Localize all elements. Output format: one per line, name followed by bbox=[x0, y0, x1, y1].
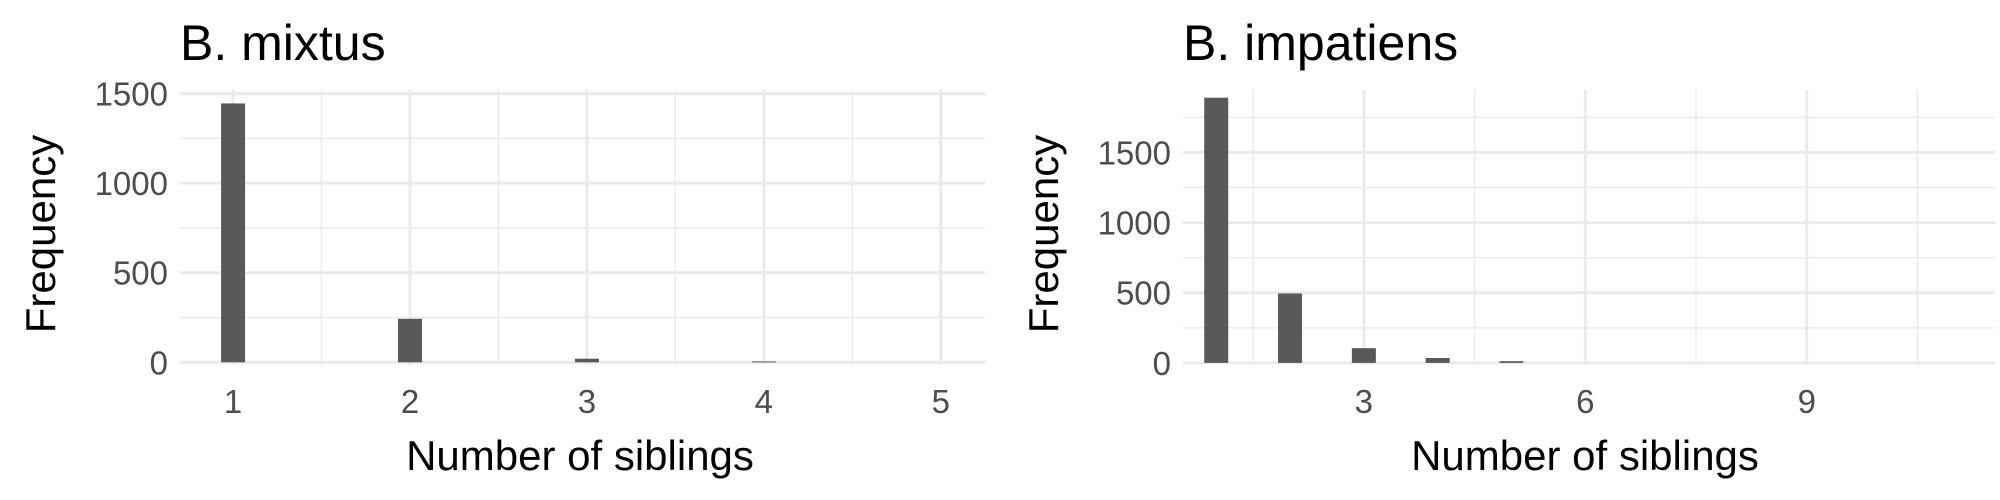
x-tick-label: 2 bbox=[401, 383, 419, 420]
bar bbox=[1425, 357, 1450, 363]
x-tick-label: 9 bbox=[1798, 383, 1816, 420]
x-tick-label: 1 bbox=[224, 383, 242, 420]
bar bbox=[1499, 361, 1524, 363]
chart-title: B. impatiens bbox=[1183, 15, 1458, 71]
x-tick-label: 3 bbox=[1355, 383, 1373, 420]
plot-area: 0 500 1000 1500 1 2 3 4 5 bbox=[95, 76, 985, 420]
y-axis-title: Frequency bbox=[17, 135, 64, 333]
x-axis-title: Number of siblings bbox=[406, 432, 754, 479]
y-tick-label: 500 bbox=[1116, 275, 1171, 312]
y-tick-label: 1500 bbox=[95, 76, 168, 113]
x-tick-label: 3 bbox=[578, 383, 596, 420]
bar bbox=[221, 103, 246, 363]
bar bbox=[574, 358, 599, 363]
x-tick-label: 4 bbox=[755, 383, 773, 420]
y-tick-label: 1000 bbox=[1098, 205, 1171, 242]
y-tick-label: 0 bbox=[1153, 345, 1171, 382]
y-tick-label: 500 bbox=[113, 255, 168, 292]
y-tick-label: 1500 bbox=[1098, 134, 1171, 171]
y-tick-label: 0 bbox=[150, 344, 168, 381]
chart-title: B. mixtus bbox=[180, 15, 386, 71]
x-tick-label: 6 bbox=[1576, 383, 1594, 420]
y-axis-title: Frequency bbox=[1020, 135, 1067, 333]
bar bbox=[398, 318, 422, 363]
x-axis-title: Number of siblings bbox=[1411, 432, 1759, 479]
plot-area: 0 500 1000 1500 3 6 9 bbox=[1098, 90, 1995, 420]
panel-b-impatiens: B. impatiens Frequency Number of sibling… bbox=[1020, 15, 1995, 479]
bar bbox=[1204, 97, 1229, 363]
y-tick-label: 1000 bbox=[95, 165, 168, 202]
bar bbox=[1278, 293, 1303, 363]
panel-b-mixtus: B. mixtus Frequency Number of siblings 0… bbox=[17, 15, 985, 479]
x-tick-label: 5 bbox=[932, 383, 950, 420]
bar bbox=[751, 361, 776, 363]
bar bbox=[1351, 348, 1376, 363]
